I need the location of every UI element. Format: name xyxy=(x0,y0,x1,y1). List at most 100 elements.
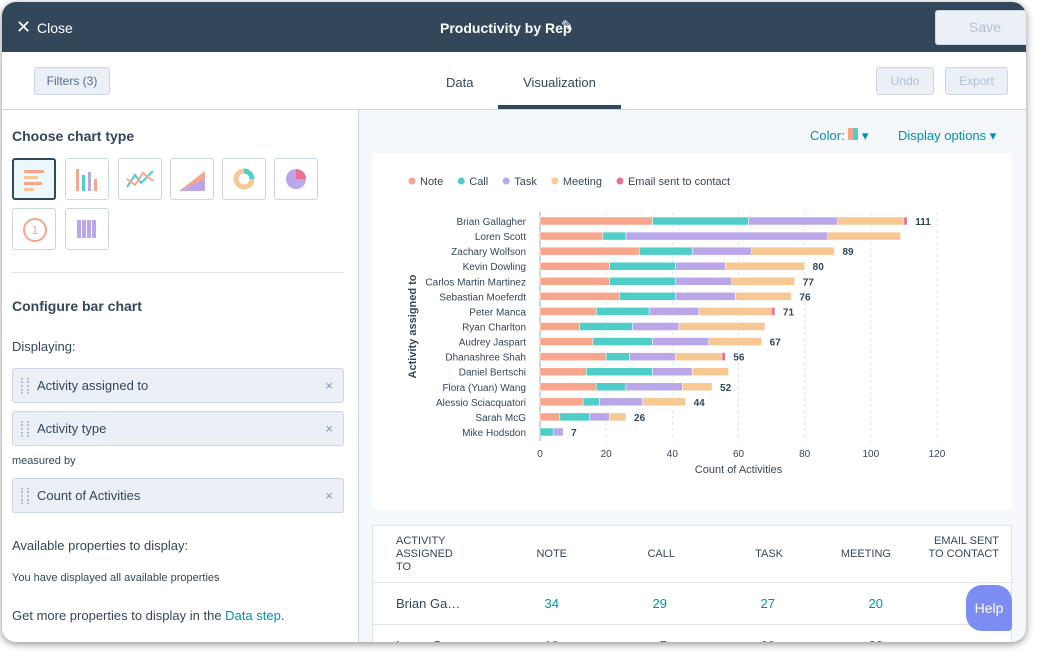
bar-segment xyxy=(751,246,835,256)
cell-name: Brian Ga… xyxy=(396,596,461,611)
text: Get more properties to display in the xyxy=(12,608,226,623)
bar-segment xyxy=(642,397,686,407)
x-tick-label: 0 xyxy=(537,449,543,460)
total-label: 56 xyxy=(733,353,745,364)
y-tick-label: Sebastian Moeferdt xyxy=(439,292,526,303)
legend-label: Meeting xyxy=(563,176,602,188)
total-label: 89 xyxy=(842,247,854,258)
bar-segment xyxy=(539,216,653,226)
help-button[interactable]: Help xyxy=(966,585,1012,631)
label: Color: xyxy=(810,128,845,143)
undo-button[interactable]: Undo xyxy=(876,67,934,95)
bar-segment xyxy=(599,397,643,407)
x-tick-label: 120 xyxy=(929,449,946,460)
pill[interactable]: Activity assigned to × xyxy=(12,368,344,403)
toolbar: Filters (3) Data Visualization Undo Expo… xyxy=(2,52,1026,110)
bar-segment xyxy=(675,277,733,286)
chart-type-number[interactable]: 1 xyxy=(12,208,56,250)
tab-active[interactable]: Visualization xyxy=(523,75,596,90)
bar-segment xyxy=(539,277,610,286)
bar-segment xyxy=(708,337,762,346)
chart-type-table[interactable] xyxy=(65,208,109,250)
bar-segment xyxy=(539,307,597,316)
y-axis-label: Activity assigned to xyxy=(407,274,419,378)
cell-value: 34 xyxy=(544,596,559,611)
chart-type-pie[interactable] xyxy=(274,158,318,200)
legend-label: Note xyxy=(420,176,443,188)
label: Display options xyxy=(898,128,987,143)
y-tick-label: Kevin Dowling xyxy=(463,262,526,273)
x-tick-label: 20 xyxy=(601,449,613,460)
legend-label: Email sent to contact xyxy=(628,176,730,188)
bar-segment xyxy=(539,352,607,361)
x-tick-label: 80 xyxy=(799,449,811,460)
y-tick-label: Peter Manca xyxy=(469,307,526,318)
bar-segment xyxy=(903,216,908,226)
bar-segment xyxy=(595,382,627,392)
legend-swatch xyxy=(457,177,465,185)
bar-segment xyxy=(698,307,772,316)
pill-text: Activity assigned to xyxy=(37,378,149,393)
section-title: Configure bar chart xyxy=(12,298,142,314)
bar-segment xyxy=(539,397,584,407)
chart-type-donut[interactable] xyxy=(222,158,266,200)
bar-segment xyxy=(632,322,680,331)
save-button[interactable]: Save xyxy=(935,10,1026,45)
chart-card: Note Call Task Meeting Email sent to contact… xyxy=(372,153,1012,510)
bar-segment xyxy=(582,397,600,407)
total-label: 44 xyxy=(694,398,706,409)
filters-button[interactable]: Filters (3) xyxy=(34,67,110,95)
bar-segment xyxy=(675,292,736,301)
edit-icon[interactable]: ✎ xyxy=(561,18,574,35)
bar-segment xyxy=(691,367,729,376)
x-axis-label: Count of Activities xyxy=(695,464,783,476)
total-label: 111 xyxy=(915,217,931,228)
column-header: NOTE xyxy=(536,548,567,560)
column-header: TASK xyxy=(755,548,783,560)
cell-value: 29 xyxy=(652,596,667,611)
export-button[interactable]: Export xyxy=(945,67,1008,95)
report-title: Productivity by Rep xyxy=(440,20,572,36)
bar-segment xyxy=(625,382,683,392)
column-header: CALL xyxy=(647,548,675,560)
bar-segment xyxy=(725,261,805,271)
total-label: 26 xyxy=(634,413,646,424)
tab[interactable]: Data xyxy=(446,75,474,90)
bar-segment xyxy=(539,231,604,241)
display-options[interactable]: Display options ▾ xyxy=(898,128,997,143)
legend-label: Task xyxy=(514,176,537,188)
bar-segment xyxy=(748,216,838,226)
cell-value: 22 xyxy=(869,638,883,642)
pill[interactable]: Count of Activities × xyxy=(12,478,344,513)
legend-swatch xyxy=(408,177,416,185)
link[interactable]: Data step xyxy=(225,608,281,623)
total-label: 52 xyxy=(720,383,732,394)
total-label: 77 xyxy=(803,277,815,288)
bar-segment xyxy=(602,231,627,241)
bar-segment xyxy=(609,261,676,271)
cell-value: 60 xyxy=(761,638,775,642)
pill[interactable]: Activity type × xyxy=(12,411,344,446)
chart-type-area[interactable] xyxy=(170,158,214,200)
header: ✕ Close Productivity by Rep ✎ Save xyxy=(2,2,1026,52)
number-icon: 1 xyxy=(23,218,47,242)
y-tick-label: Loren Scott xyxy=(475,232,526,243)
bar-segment xyxy=(652,337,709,346)
y-tick-label: Flora (Yuan) Wang xyxy=(442,383,526,394)
bar-segment xyxy=(579,322,633,331)
y-tick-label: Sarah McG xyxy=(475,413,526,424)
bar-segment xyxy=(625,231,829,241)
bar-segment xyxy=(539,246,640,256)
note: You have displayed all available propert… xyxy=(12,572,220,584)
data-table: ACTIVITY ASSIGNED TO NOTE CALL TASK MEETING E… xyxy=(372,525,1013,642)
color-picker[interactable]: Color: ▾ xyxy=(810,128,869,143)
chart-type-bar[interactable] xyxy=(12,158,56,200)
close-button[interactable]: Close xyxy=(37,20,73,36)
chart-type-line[interactable] xyxy=(118,158,162,200)
total-label: 76 xyxy=(799,292,811,303)
chart-type-column[interactable] xyxy=(65,158,109,200)
close-icon[interactable]: ✕ xyxy=(16,17,32,37)
bar-segment xyxy=(539,322,580,331)
bar-segment xyxy=(678,322,766,331)
bar-segment xyxy=(629,352,676,361)
